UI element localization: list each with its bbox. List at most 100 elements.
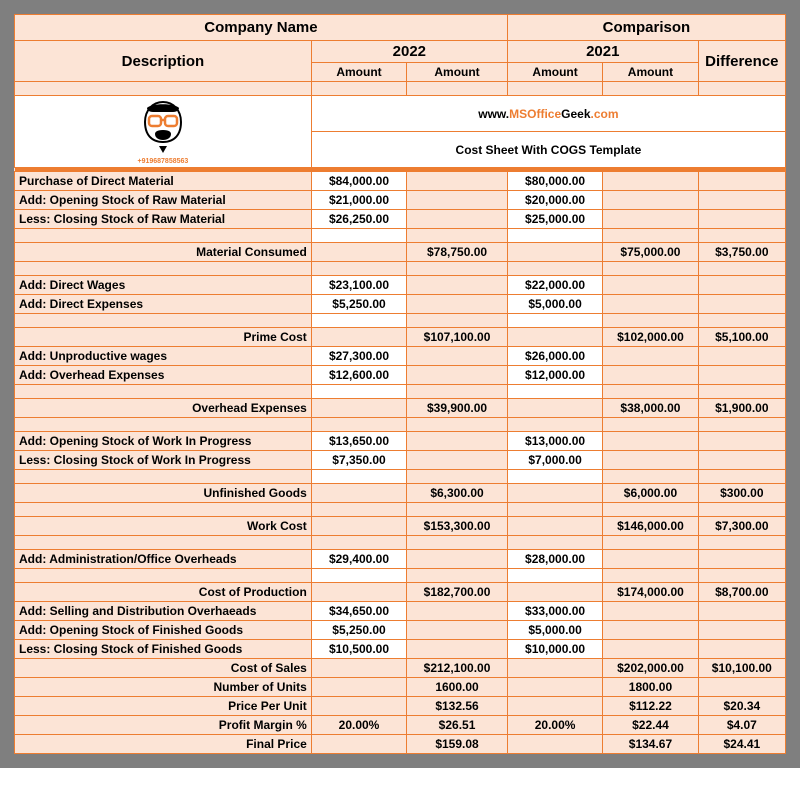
amt-2021-a: $10,000.00 <box>507 640 602 659</box>
cost-sheet-table: +919687858563 www.MSOfficeGeek.com Cost … <box>14 14 786 754</box>
amt-2022-a <box>311 678 406 697</box>
logo-cell: +919687858563 <box>15 96 312 168</box>
diff <box>698 621 785 640</box>
amt-2021-b <box>603 366 698 385</box>
amt-2022-b: $107,100.00 <box>407 328 508 347</box>
row-desc: Less: Closing Stock of Raw Material <box>15 210 312 229</box>
diff: $4.07 <box>698 716 785 735</box>
row-desc: Add: Direct Wages <box>15 276 312 295</box>
description-header: Description <box>15 41 312 82</box>
amt-2021-a: $80,000.00 <box>507 172 602 191</box>
diff <box>698 678 785 697</box>
year-2021-header: 2021 <box>507 41 698 63</box>
amt-2022-b <box>407 172 508 191</box>
row-desc: Add: Selling and Distribution Overhaeads <box>15 602 312 621</box>
amt-2022-a <box>311 735 406 754</box>
amt-2022-b: $78,750.00 <box>407 243 508 262</box>
amt-2021-b: $38,000.00 <box>603 399 698 418</box>
amt-2021-a: $7,000.00 <box>507 451 602 470</box>
amt-2021-b: $146,000.00 <box>603 517 698 536</box>
amt-2022-a <box>311 484 406 503</box>
amt-2022-b: $182,700.00 <box>407 583 508 602</box>
data-rows: Purchase of Direct Material$84,000.00$80… <box>15 172 786 754</box>
amt-2021-b <box>603 432 698 451</box>
amt-2021-a <box>507 678 602 697</box>
diff: $5,100.00 <box>698 328 785 347</box>
amt-2021-a <box>507 735 602 754</box>
row-desc: Cost of Sales <box>15 659 312 678</box>
amt-2021-b: $174,000.00 <box>603 583 698 602</box>
sheet-title: Cost Sheet With COGS Template <box>311 132 785 168</box>
amt-2022-b: 1600.00 <box>407 678 508 697</box>
amt-2022-a: $21,000.00 <box>311 191 406 210</box>
row-desc: Cost of Production <box>15 583 312 602</box>
amt-2022-b <box>407 366 508 385</box>
amt-2021-b <box>603 191 698 210</box>
amt-2021-b <box>603 451 698 470</box>
row-desc: Unfinished Goods <box>15 484 312 503</box>
site-url: www.MSOfficeGeek.com <box>311 96 785 132</box>
row-desc: Price Per Unit <box>15 697 312 716</box>
amt-2022-a: $27,300.00 <box>311 347 406 366</box>
amt-2021-a <box>507 583 602 602</box>
diff <box>698 172 785 191</box>
amt-2021-a <box>507 697 602 716</box>
amt-2022-a: $7,350.00 <box>311 451 406 470</box>
amount-header: Amount <box>507 63 602 82</box>
amount-header: Amount <box>311 63 406 82</box>
amt-2021-a <box>507 399 602 418</box>
amt-2022-b <box>407 621 508 640</box>
amount-header: Amount <box>603 63 698 82</box>
amt-2021-a <box>507 328 602 347</box>
amt-2022-a <box>311 697 406 716</box>
row-desc: Less: Closing Stock of Work In Progress <box>15 451 312 470</box>
diff: $1,900.00 <box>698 399 785 418</box>
row-desc: Add: Direct Expenses <box>15 295 312 314</box>
phone-number: +919687858563 <box>19 158 307 165</box>
difference-header: Difference <box>698 41 785 82</box>
row-desc: Add: Overhead Expenses <box>15 366 312 385</box>
amt-2022-a: $34,650.00 <box>311 602 406 621</box>
amt-2022-a <box>311 517 406 536</box>
amt-2021-a <box>507 484 602 503</box>
amt-2021-a: $13,000.00 <box>507 432 602 451</box>
amt-2022-b: $212,100.00 <box>407 659 508 678</box>
amt-2022-b <box>407 276 508 295</box>
diff <box>698 191 785 210</box>
amt-2021-b: 1800.00 <box>603 678 698 697</box>
amt-2021-b: $134.67 <box>603 735 698 754</box>
amt-2022-a <box>311 583 406 602</box>
row-desc: Overhead Expenses <box>15 399 312 418</box>
outer-frame: +919687858563 www.MSOfficeGeek.com Cost … <box>0 0 800 768</box>
amt-2022-a: $13,650.00 <box>311 432 406 451</box>
amt-2022-a: $12,600.00 <box>311 366 406 385</box>
amt-2021-a: $26,000.00 <box>507 347 602 366</box>
amt-2021-b: $102,000.00 <box>603 328 698 347</box>
row-desc: Less: Closing Stock of Finished Goods <box>15 640 312 659</box>
amt-2021-b: $6,000.00 <box>603 484 698 503</box>
diff <box>698 602 785 621</box>
amt-2021-a <box>507 659 602 678</box>
amt-2022-a: $5,250.00 <box>311 295 406 314</box>
amt-2021-a <box>507 243 602 262</box>
amt-2022-b <box>407 640 508 659</box>
amt-2022-b <box>407 550 508 569</box>
row-desc: Add: Opening Stock of Finished Goods <box>15 621 312 640</box>
amt-2021-a: $25,000.00 <box>507 210 602 229</box>
amt-2021-a: $5,000.00 <box>507 621 602 640</box>
amt-2021-b: $202,000.00 <box>603 659 698 678</box>
amt-2022-b: $26.51 <box>407 716 508 735</box>
amt-2022-b <box>407 210 508 229</box>
amt-2022-b <box>407 347 508 366</box>
geek-face-icon <box>19 98 307 158</box>
amt-2021-b <box>603 640 698 659</box>
comparison-header: Comparison <box>507 15 785 41</box>
amt-2022-a: $10,500.00 <box>311 640 406 659</box>
diff: $20.34 <box>698 697 785 716</box>
year-2022-header: 2022 <box>311 41 507 63</box>
diff <box>698 550 785 569</box>
amt-2022-b <box>407 432 508 451</box>
amt-2022-a <box>311 243 406 262</box>
amt-2022-a: $5,250.00 <box>311 621 406 640</box>
amt-2021-b <box>603 602 698 621</box>
